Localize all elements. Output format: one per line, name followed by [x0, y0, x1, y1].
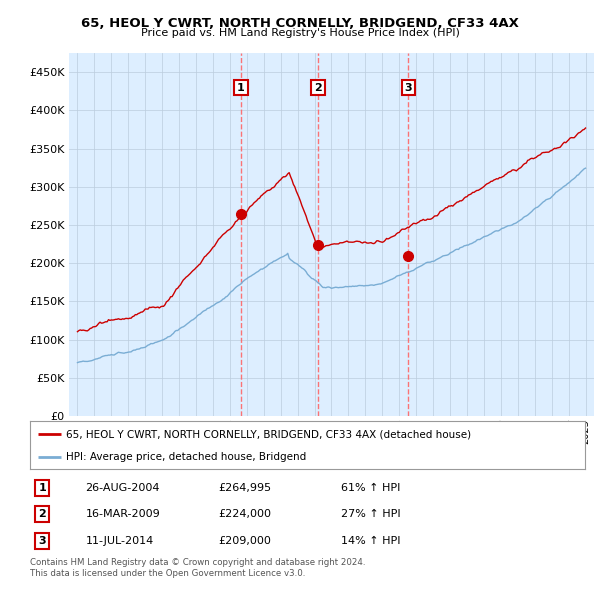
Text: 61% ↑ HPI: 61% ↑ HPI	[341, 483, 400, 493]
Text: 1: 1	[38, 483, 46, 493]
Text: 14% ↑ HPI: 14% ↑ HPI	[341, 536, 400, 546]
Text: 16-MAR-2009: 16-MAR-2009	[86, 509, 160, 519]
Text: Contains HM Land Registry data © Crown copyright and database right 2024.: Contains HM Land Registry data © Crown c…	[30, 558, 365, 566]
Text: 27% ↑ HPI: 27% ↑ HPI	[341, 509, 400, 519]
Text: 65, HEOL Y CWRT, NORTH CORNELLY, BRIDGEND, CF33 4AX (detached house): 65, HEOL Y CWRT, NORTH CORNELLY, BRIDGEN…	[66, 429, 471, 439]
Text: £209,000: £209,000	[219, 536, 272, 546]
Text: 3: 3	[38, 536, 46, 546]
Text: 1: 1	[237, 83, 245, 93]
Text: This data is licensed under the Open Government Licence v3.0.: This data is licensed under the Open Gov…	[30, 569, 305, 578]
Text: Price paid vs. HM Land Registry's House Price Index (HPI): Price paid vs. HM Land Registry's House …	[140, 28, 460, 38]
Text: 26-AUG-2004: 26-AUG-2004	[86, 483, 160, 493]
Text: 2: 2	[314, 83, 322, 93]
Text: 3: 3	[404, 83, 412, 93]
Text: £224,000: £224,000	[219, 509, 272, 519]
Text: 11-JUL-2014: 11-JUL-2014	[86, 536, 154, 546]
Text: £264,995: £264,995	[219, 483, 272, 493]
Text: HPI: Average price, detached house, Bridgend: HPI: Average price, detached house, Brid…	[66, 452, 307, 462]
Text: 65, HEOL Y CWRT, NORTH CORNELLY, BRIDGEND, CF33 4AX: 65, HEOL Y CWRT, NORTH CORNELLY, BRIDGEN…	[81, 17, 519, 30]
Text: 2: 2	[38, 509, 46, 519]
